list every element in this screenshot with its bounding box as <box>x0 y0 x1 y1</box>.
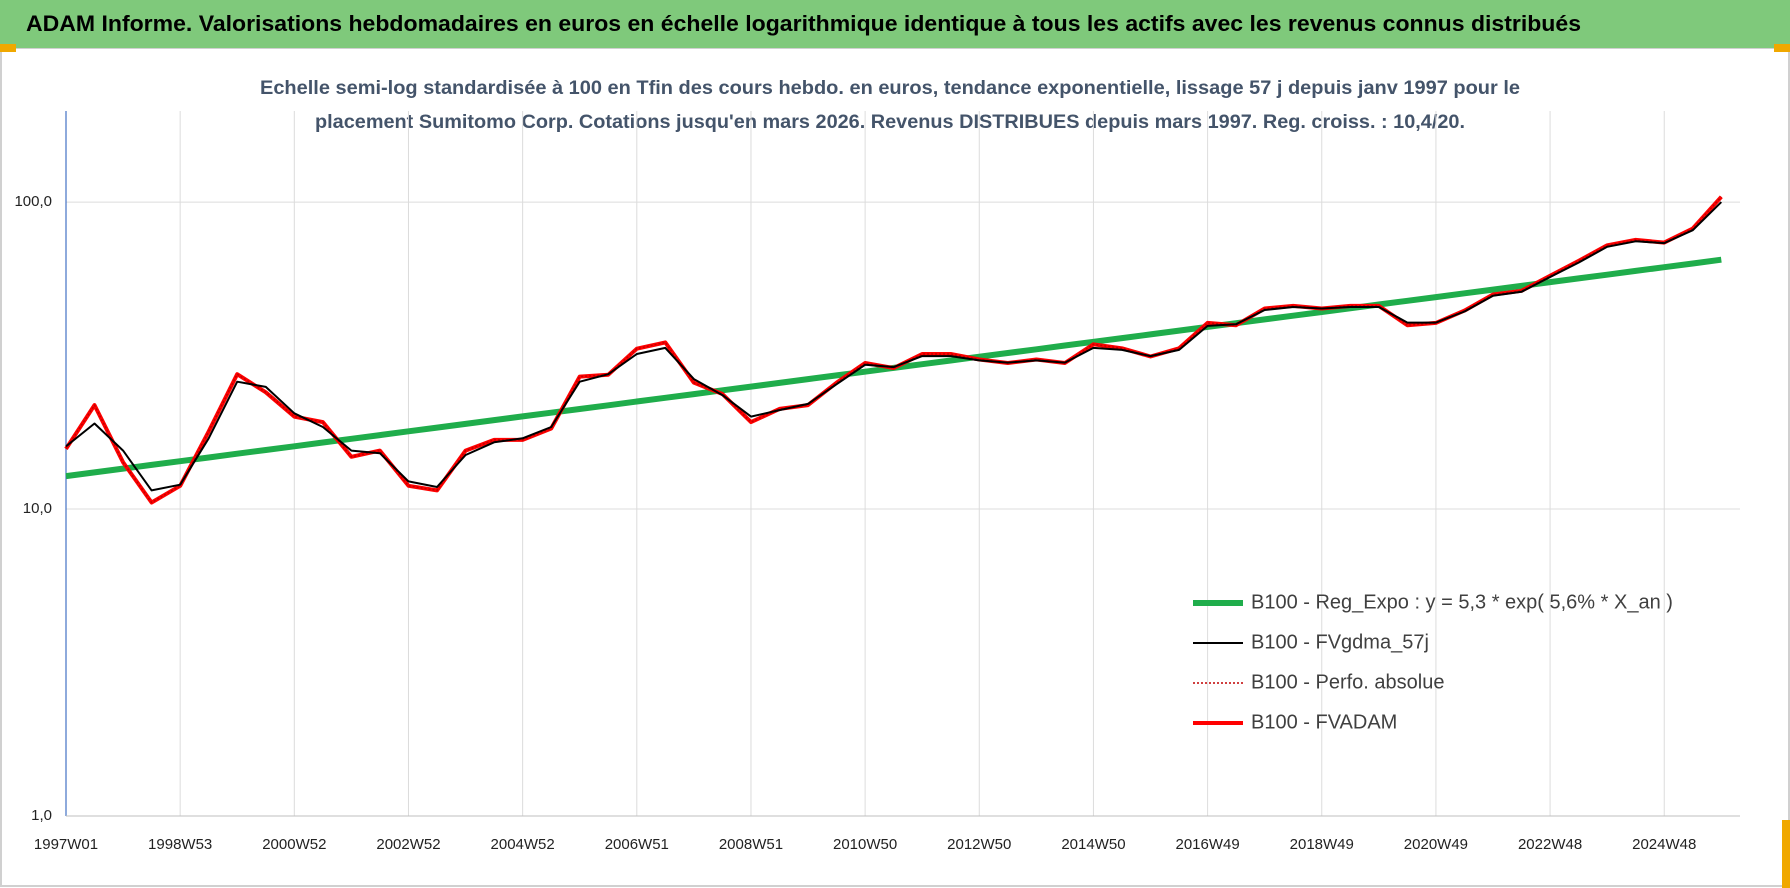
legend-label: B100 - Reg_Expo : y = 5,3 * exp( 5,6% * … <box>1251 591 1673 613</box>
x-tick-label: 2014W50 <box>1061 836 1125 853</box>
corner <box>0 44 16 52</box>
x-tick-label: 1997W01 <box>34 836 98 853</box>
x-tick-label: 2008W51 <box>719 836 783 853</box>
x-tick-label: 2020W49 <box>1404 836 1468 853</box>
x-tick-label: 2012W50 <box>947 836 1011 853</box>
x-tick-label: 2002W52 <box>376 836 440 853</box>
x-tick-label: 2006W51 <box>605 836 669 853</box>
x-tick-label: 2022W48 <box>1518 836 1582 853</box>
x-tick-label: 2000W52 <box>262 836 326 853</box>
y-tick-label: 1,0 <box>31 807 52 824</box>
x-tick-label: 2024W48 <box>1632 836 1696 853</box>
corner <box>1782 820 1790 888</box>
subtitle: placement Sumitomo Corp. Cotations jusqu… <box>315 112 1465 133</box>
x-tick-label: 2018W49 <box>1290 836 1354 853</box>
corner <box>1774 44 1790 52</box>
legend-label: B100 - FVgdma_57j <box>1251 631 1429 653</box>
subtitle: Echelle semi-log standardisée à 100 en T… <box>260 78 1520 99</box>
legend-label: B100 - FVADAM <box>1251 711 1397 733</box>
x-tick-label: 2004W52 <box>491 836 555 853</box>
chart-title: ADAM Informe. Valorisations hebdomadaire… <box>26 11 1581 36</box>
x-tick-label: 2010W50 <box>833 836 897 853</box>
y-tick-label: 10,0 <box>23 500 52 517</box>
x-tick-label: 2016W49 <box>1175 836 1239 853</box>
x-tick-label: 1998W53 <box>148 836 212 853</box>
legend-label: B100 - Perfo. absolue <box>1251 671 1444 693</box>
title-bar <box>0 0 1790 48</box>
series-line <box>65 201 1723 492</box>
y-tick-label: 100,0 <box>14 193 52 210</box>
